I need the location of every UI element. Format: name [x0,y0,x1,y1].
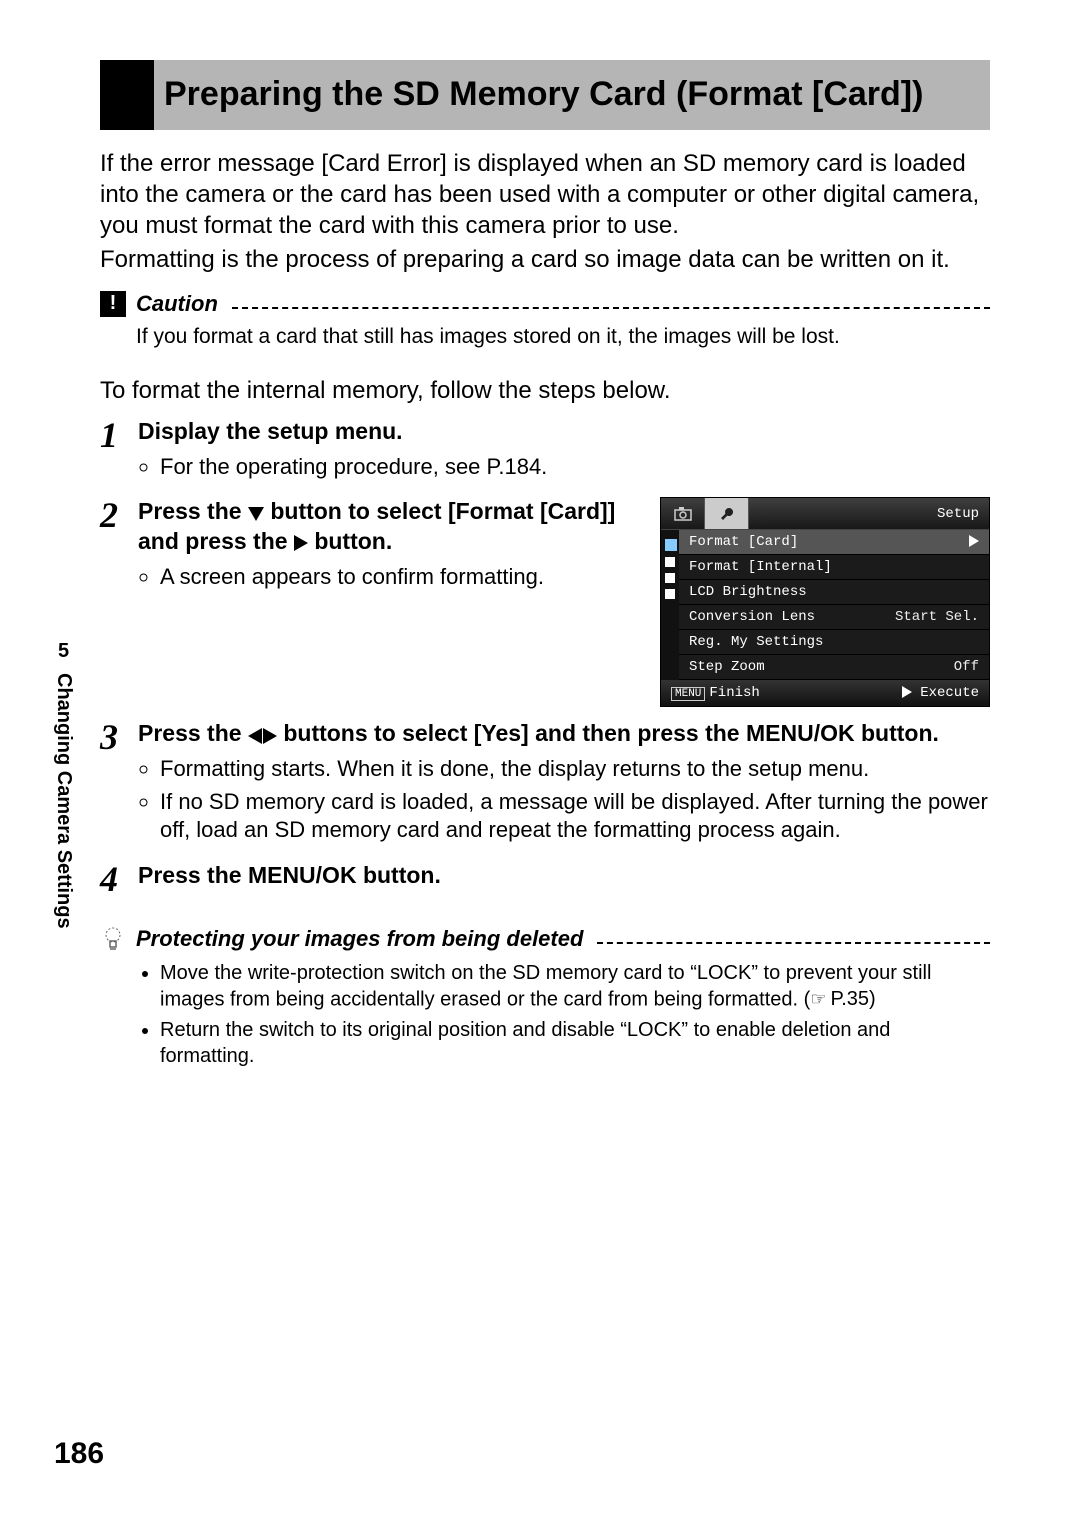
tip-block: Protecting your images from being delete… [100,925,990,1070]
step-1-bullet: For the operating procedure, see P.184. [160,453,990,482]
left-right-triangle-icon [248,728,277,744]
caution-label: Caution [136,291,218,317]
tip-bullet-2: Return the switch to its original positi… [160,1018,990,1069]
step-4-title: Press the MENU/OK button. [138,861,990,891]
lcd-menu-row: Reg. My Settings [679,630,989,655]
lcd-right-triangle-icon [902,686,912,698]
step-1: 1 Display the setup menu. For the operat… [100,417,990,485]
step-1-title: Display the setup menu. [138,417,990,447]
intro-text: If the error message [Card Error] is dis… [100,148,990,275]
lcd-tab-bar: Setup [661,498,989,530]
step-3: 3 Press the buttons to select [Yes] and … [100,719,990,849]
lightbulb-icon [100,925,126,953]
lcd-menu-row: LCD Brightness [679,580,989,605]
lcd-setup-label: Setup [937,506,989,522]
step-2-bullet: A screen appears to confirm formatting. [160,563,646,592]
section-title-banner: Preparing the SD Memory Card (Format [Ca… [100,60,990,130]
lcd-menu-row: Format [Card] [679,530,989,555]
tip-dash-line [597,942,990,944]
lcd-tab-camera-icon [661,498,705,529]
step-4: 4 Press the MENU/OK button. [100,861,990,897]
step-3-bullet-2: If no SD memory card is loaded, a messag… [160,788,990,845]
lcd-footer-right: Execute [920,685,979,701]
intro-paragraph-1: If the error message [Card Error] is dis… [100,148,990,242]
tip-label: Protecting your images from being delete… [136,926,583,952]
intro-paragraph-2: Formatting is the process of preparing a… [100,244,990,275]
caution-block: ! Caution If you format a card that stil… [100,291,990,349]
caution-dash-line [232,307,990,309]
tip-bullet-1: Move the write-protection switch on the … [160,961,990,1012]
right-triangle-icon [294,535,308,551]
lcd-menu-row: Format [Internal] [679,555,989,580]
lcd-footer-left: Finish [709,685,759,701]
camera-lcd-screenshot: Setup Format [Card]Format [Internal]LCD … [660,497,990,707]
lcd-footer: MENU Finish Execute [661,680,989,706]
page-reference-icon: ☞ [810,988,826,1011]
step-number-4: 4 [100,861,138,897]
step-2: 2 Press the button to select [Format [Ca… [100,497,990,707]
steps-list: 1 Display the setup menu. For the operat… [100,417,990,897]
chapter-side-tab: 5 Changing Camera Settings [52,640,75,929]
chapter-title: Changing Camera Settings [52,673,75,929]
lcd-menu-rows: Format [Card]Format [Internal]LCD Bright… [679,530,989,680]
lcd-menu-chip: MENU [671,687,705,701]
down-triangle-icon [248,507,264,521]
step-2-title: Press the button to select [Format [Card… [138,497,646,557]
step-3-bullet-1: Formatting starts. When it is done, the … [160,755,990,784]
lcd-tab-wrench-icon [705,498,749,529]
step-number-2: 2 [100,497,138,707]
chapter-number: 5 [58,640,69,663]
section-title: Preparing the SD Memory Card (Format [Ca… [154,60,937,130]
lead-sentence: To format the internal memory, follow th… [100,377,990,405]
step-3-title: Press the buttons to select [Yes] and th… [138,719,990,749]
caution-text: If you format a card that still has imag… [136,325,990,349]
title-black-tab [100,60,154,130]
step-number-3: 3 [100,719,138,849]
step-number-1: 1 [100,417,138,485]
page-number: 186 [54,1437,104,1471]
lcd-menu-row: Step ZoomOff [679,655,989,680]
lcd-menu-row: Conversion LensStart Sel. [679,605,989,630]
caution-icon: ! [100,291,126,317]
lcd-page-markers [661,530,679,680]
